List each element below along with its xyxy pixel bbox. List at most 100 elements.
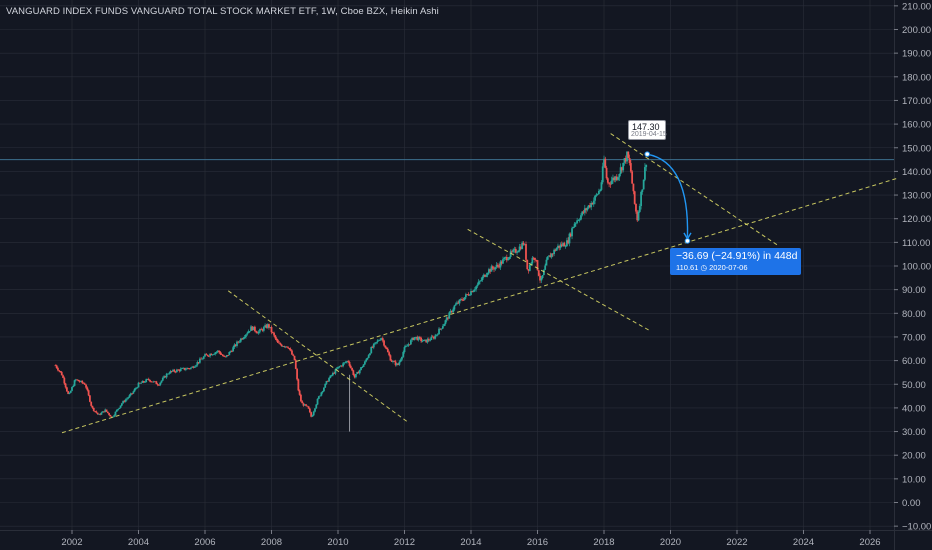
candle-body <box>85 384 87 388</box>
price-tick-label: 90.00 <box>902 285 926 296</box>
candle-body <box>362 364 365 367</box>
candle-body <box>109 414 112 417</box>
measure-end-date: 2020-07-06 <box>709 263 748 272</box>
candle-body <box>224 356 227 358</box>
candle-body <box>174 371 177 373</box>
candle-body <box>152 381 155 383</box>
candle-body <box>507 259 509 261</box>
candle-body <box>168 373 171 375</box>
candle-body <box>622 162 625 171</box>
time-tick-label: 2002 <box>61 537 82 548</box>
candle-body <box>369 353 371 356</box>
candle-body <box>118 407 121 409</box>
candle-body <box>371 347 374 348</box>
candle-body <box>138 382 141 384</box>
trendline-drawings[interactable] <box>61 133 897 434</box>
price-axis[interactable]: 210.00 200.00 190.00 180.00 170.00 160.00 150.… <box>894 1 931 533</box>
candle-body <box>383 340 385 346</box>
candle-body <box>549 255 552 258</box>
candle-body <box>402 352 405 357</box>
candle-body <box>160 380 163 383</box>
candle-body <box>113 415 116 417</box>
candle-body <box>62 375 64 378</box>
candle-body <box>198 358 201 363</box>
measure-curve <box>647 153 689 237</box>
candle-body <box>379 339 382 341</box>
candle-body <box>541 275 544 279</box>
candle-body <box>548 255 550 257</box>
candle-body <box>638 206 641 212</box>
candle-body <box>411 337 414 341</box>
candle-body <box>381 338 384 341</box>
candle-body <box>223 356 226 357</box>
candle-body <box>132 391 135 394</box>
candle-body <box>392 361 394 362</box>
candle-body <box>449 310 452 313</box>
candle-body <box>269 327 272 328</box>
candle-body <box>601 166 604 183</box>
measure-arrow[interactable] <box>644 151 692 244</box>
candle-body <box>209 353 212 357</box>
candle-body <box>73 380 76 386</box>
candle-body <box>413 337 416 340</box>
candle-body <box>621 167 623 171</box>
candle-body <box>230 351 233 353</box>
candle-body <box>207 355 210 357</box>
candle-body <box>165 373 168 378</box>
candle-body <box>276 340 279 343</box>
measure-end-price: 110.61 <box>676 263 699 272</box>
candle-body <box>386 349 389 353</box>
time-tick-label: 2008 <box>261 537 282 548</box>
price-tick-label: 40.00 <box>902 403 926 414</box>
candle-body <box>421 341 424 342</box>
candle-body <box>175 369 178 372</box>
candle-body <box>632 183 635 192</box>
candle-body <box>301 401 304 404</box>
candle-body <box>339 365 342 367</box>
candle-body <box>77 379 80 382</box>
candle-body <box>615 176 618 180</box>
candle-body <box>550 253 553 258</box>
candle-body <box>317 396 320 399</box>
clock-icon: ◷ <box>700 263 708 272</box>
candle-body <box>633 191 636 204</box>
candle-body <box>394 361 397 366</box>
candle-body <box>353 375 356 378</box>
candle-body <box>202 356 205 359</box>
candle-body <box>577 220 580 222</box>
candle-body <box>567 240 570 244</box>
candle-body <box>375 342 378 343</box>
candle-body <box>623 158 626 163</box>
candle-body <box>576 220 579 223</box>
candle-body <box>279 343 282 345</box>
time-axis[interactable]: 2002 2004 2006 2008 2010 2012 2014 2016 2018 2020… <box>61 530 881 548</box>
measure-result-box[interactable]: −36.69 (−24.91%) in 448d 110.61 ◷ 2020-0… <box>670 248 801 275</box>
candle-body <box>605 167 608 179</box>
candle-body <box>361 366 364 368</box>
peak-price-label[interactable]: 147.30 2019-04-15 <box>628 120 667 140</box>
candle-body <box>563 243 566 247</box>
price-tick-label: 170.00 <box>902 96 931 107</box>
candle-body <box>418 336 421 338</box>
candle-body <box>508 256 511 260</box>
candle-body <box>645 164 648 168</box>
candle-body <box>210 353 213 356</box>
candle-body <box>388 352 391 356</box>
candle-body <box>94 410 96 412</box>
candle-body <box>343 362 346 364</box>
candle-body <box>124 399 127 402</box>
candle-body <box>323 387 325 392</box>
candle-body <box>289 349 292 351</box>
candle-body <box>546 256 549 260</box>
candle-body <box>331 372 334 376</box>
candle-body <box>357 371 360 374</box>
candle-body <box>365 359 368 362</box>
candle-body <box>594 195 596 201</box>
candle-body <box>314 408 316 412</box>
candle-body <box>525 244 527 260</box>
candle-body <box>307 406 310 409</box>
candle-body <box>580 215 582 220</box>
chart-grid <box>0 0 894 530</box>
price-tick-label: 120.00 <box>902 214 931 225</box>
